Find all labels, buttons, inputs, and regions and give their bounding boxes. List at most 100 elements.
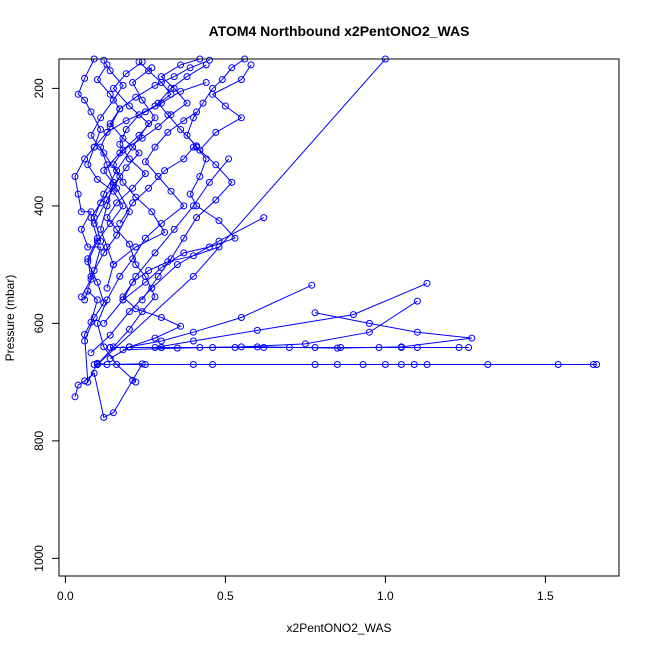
data-point xyxy=(138,360,146,368)
data-point xyxy=(87,275,95,283)
data-point xyxy=(455,344,463,351)
data-point xyxy=(189,272,197,280)
data-point xyxy=(106,331,114,339)
data-point xyxy=(170,225,178,233)
data-point xyxy=(285,344,293,351)
data-point xyxy=(231,344,239,351)
data-point xyxy=(132,305,140,313)
series-6 xyxy=(151,279,431,351)
data-point xyxy=(77,293,85,301)
series-5 xyxy=(125,281,316,351)
plot-frame xyxy=(58,58,620,577)
data-point xyxy=(113,231,121,239)
data-point xyxy=(189,337,197,345)
data-point xyxy=(106,355,114,363)
data-point xyxy=(81,155,89,163)
data-point xyxy=(77,208,85,216)
data-point xyxy=(218,76,226,84)
data-point xyxy=(100,343,108,351)
series-14 xyxy=(87,64,159,280)
series-line xyxy=(154,282,428,348)
data-point xyxy=(228,178,236,186)
data-point xyxy=(161,228,169,236)
data-point xyxy=(132,261,140,269)
data-point xyxy=(97,199,105,207)
data-point xyxy=(71,173,79,180)
data-point xyxy=(135,131,143,139)
data-point xyxy=(183,131,191,139)
data-point xyxy=(465,344,473,351)
series-15 xyxy=(138,61,255,304)
data-point xyxy=(193,142,201,150)
data-point xyxy=(103,61,111,69)
data-point xyxy=(215,243,223,251)
data-point xyxy=(205,178,213,186)
data-point xyxy=(209,361,217,368)
data-point xyxy=(212,161,220,169)
data-point xyxy=(100,299,108,307)
data-point xyxy=(84,378,92,386)
data-point xyxy=(84,243,92,251)
axes-layer: 0.0 0.5 1.0 1.5 200 400 600 800 1000 xyxy=(32,78,554,603)
data-point xyxy=(141,361,149,368)
data-point xyxy=(122,126,130,133)
data-point xyxy=(119,202,127,210)
data-point xyxy=(183,99,191,107)
data-point xyxy=(119,178,127,186)
series-0 xyxy=(71,55,146,421)
data-point xyxy=(141,278,149,286)
data-point xyxy=(365,328,373,336)
data-point xyxy=(157,314,165,321)
data-point xyxy=(311,344,319,351)
data-point xyxy=(125,102,133,110)
data-point xyxy=(109,181,117,189)
data-point xyxy=(260,214,268,222)
data-point xyxy=(308,281,316,289)
data-point xyxy=(397,344,405,351)
x-tick-label: 0.0 xyxy=(57,589,74,603)
data-point xyxy=(167,84,175,92)
data-point xyxy=(90,143,98,151)
data-point xyxy=(135,149,143,157)
data-point xyxy=(333,344,341,352)
data-point xyxy=(589,361,597,368)
data-point xyxy=(228,64,236,72)
series-line xyxy=(96,64,121,289)
data-point xyxy=(145,120,153,128)
data-point xyxy=(413,344,421,351)
data-point xyxy=(119,134,127,142)
data-point xyxy=(381,361,389,368)
data-point xyxy=(215,217,223,225)
data-point xyxy=(202,61,210,69)
data-point xyxy=(71,393,79,401)
data-point xyxy=(119,346,127,354)
data-point xyxy=(177,126,185,133)
data-point xyxy=(100,413,108,421)
data-point xyxy=(132,378,140,386)
series-layer xyxy=(71,55,601,421)
series-4 xyxy=(87,214,268,357)
data-point xyxy=(116,272,124,280)
data-point xyxy=(196,173,204,180)
data-point xyxy=(375,344,383,351)
data-point xyxy=(141,108,149,116)
data-point xyxy=(74,381,82,389)
series-line xyxy=(129,284,313,348)
data-point xyxy=(154,272,162,280)
data-point xyxy=(157,344,165,351)
data-point xyxy=(209,344,217,351)
data-point xyxy=(116,140,124,148)
data-point xyxy=(177,87,185,95)
data-point xyxy=(141,234,149,242)
data-point xyxy=(129,184,137,192)
data-point xyxy=(161,167,169,175)
data-point xyxy=(103,284,111,292)
data-point xyxy=(132,93,140,101)
data-point xyxy=(109,96,117,104)
data-point xyxy=(93,234,101,242)
data-point xyxy=(84,255,92,263)
data-point xyxy=(333,361,341,368)
data-point xyxy=(154,123,162,131)
data-point xyxy=(135,111,143,119)
data-point xyxy=(100,56,108,64)
